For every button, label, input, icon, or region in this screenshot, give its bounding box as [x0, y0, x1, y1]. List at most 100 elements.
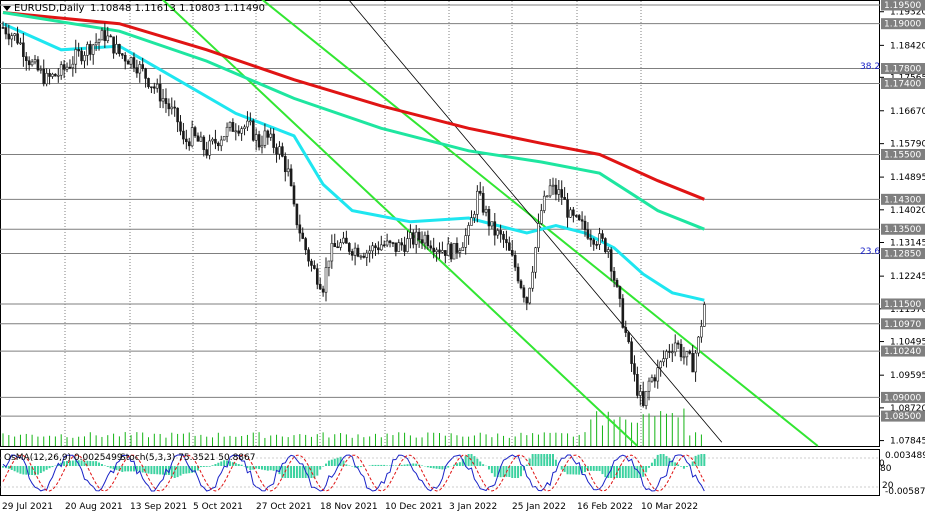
candle-body: [476, 190, 479, 215]
candle-body: [214, 138, 217, 144]
candle-body: [359, 255, 363, 258]
candle-body: [289, 168, 293, 187]
candle-body: [508, 242, 511, 251]
price-level-box: [881, 223, 925, 235]
date-axis: 29 Jul 2021 20 Aug 2021 13 Sep 2021 5 Oct 2…: [2, 502, 698, 512]
price-tick-label: 1.09595: [890, 371, 925, 381]
candle-body: [577, 215, 581, 221]
candle-body: [118, 43, 121, 54]
candle-body: [161, 98, 165, 102]
price-level-box: [881, 63, 925, 75]
date-label: 5 Oct 2021: [193, 502, 243, 512]
candle-body: [377, 247, 380, 251]
candlesticks: [1, 21, 706, 410]
candle-body: [403, 244, 406, 252]
candle-body: [545, 195, 549, 198]
candle-body: [219, 139, 223, 147]
candle-body: [490, 221, 494, 227]
candle-body: [97, 39, 101, 43]
candle-body: [112, 36, 115, 54]
candle-body: [586, 229, 590, 239]
candle-body: [496, 230, 500, 236]
candle-body: [612, 270, 616, 281]
candle-body: [138, 64, 142, 74]
candle-body: [228, 122, 232, 128]
candle-body: [257, 134, 261, 148]
candle-body: [286, 168, 290, 173]
candle-body: [516, 266, 520, 282]
candle-body: [438, 249, 441, 253]
candle-body: [598, 233, 601, 245]
candle-body: [39, 68, 43, 71]
price-tick-label: 1.16670: [890, 107, 925, 117]
candle-body: [193, 127, 197, 137]
price-level-box: [881, 193, 925, 205]
price-tick-label: 1.14895: [890, 173, 925, 183]
candle-body: [109, 35, 112, 38]
ohlc-values: 1.10848 1.11613 1.10803 1.11490: [90, 3, 265, 14]
candle-body: [452, 242, 456, 260]
candle-body: [624, 327, 628, 333]
candle-body: [618, 286, 622, 299]
candle-body: [56, 74, 60, 77]
candle-body: [129, 57, 133, 65]
candle-body: [583, 220, 587, 231]
channel-upper-line: [261, 0, 819, 447]
candle-body: [371, 245, 374, 252]
candle-body: [27, 60, 31, 66]
candle-body: [487, 208, 491, 227]
price-tick-label: 1.11370: [890, 305, 925, 315]
candle-body: [557, 189, 561, 195]
date-label: 20 Aug 2021: [65, 502, 123, 512]
candle-body: [83, 55, 86, 62]
candle-body: [330, 243, 334, 262]
candle-body: [540, 210, 543, 224]
candle-body: [650, 377, 654, 382]
main-plot-frame: [0, 0, 880, 447]
candle-body: [115, 43, 118, 54]
candle-body: [665, 351, 668, 360]
candle-body: [647, 380, 651, 392]
candle-body: [615, 279, 619, 287]
candle-body: [510, 250, 514, 256]
price-tick-label: 1.12245: [890, 272, 925, 282]
candle-body: [182, 130, 185, 140]
candle-body: [59, 64, 63, 76]
candle-body: [36, 59, 40, 71]
indicator-frame: [0, 449, 880, 496]
price-level-label: 1.09000: [884, 393, 921, 403]
candle-body: [292, 185, 296, 205]
candle-body: [167, 103, 171, 110]
candle-body: [89, 44, 92, 55]
candle-body: [461, 247, 465, 251]
candle-body: [254, 134, 258, 141]
candle-body: [464, 235, 467, 248]
candle-body: [1, 27, 5, 29]
candle-body: [574, 215, 578, 217]
candle-body: [679, 343, 683, 358]
vertical-gridlines: [64, 1, 642, 495]
price-level-label: 1.10970: [884, 320, 921, 330]
price-tick-label: 1.10495: [890, 338, 925, 348]
candle-body: [368, 250, 371, 254]
candle-body: [22, 42, 25, 57]
candle-body: [315, 268, 319, 285]
price-level-box: [881, 410, 925, 422]
candle-body: [350, 251, 354, 256]
candle-body: [310, 260, 313, 266]
dropdown-triangle-icon[interactable]: [3, 6, 11, 11]
candle-body: [382, 244, 386, 247]
candle-body: [298, 224, 302, 234]
candle-body: [313, 265, 316, 269]
candle-body: [103, 30, 107, 42]
candle-body: [144, 68, 147, 79]
candle-body: [295, 203, 299, 226]
candle-body: [33, 59, 37, 63]
candle-body: [202, 136, 206, 150]
osc-label-zero: 0: [879, 459, 885, 469]
thin-trend-line: [348, 0, 723, 443]
candle-body: [601, 233, 604, 239]
osc-tick-top: 0.0034899: [885, 451, 925, 461]
fib-label-23: 23.6: [860, 247, 880, 257]
candle-body: [240, 128, 243, 134]
